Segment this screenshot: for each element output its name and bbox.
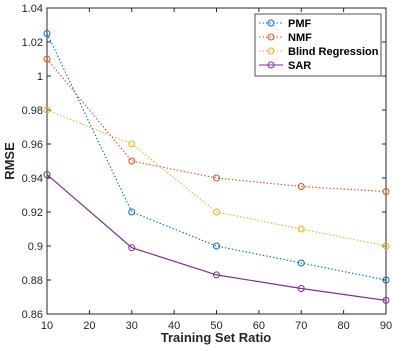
series-line-blind-regression <box>46 109 387 247</box>
y-tick-label: 0.96 <box>22 139 43 151</box>
y-axis: 0.86 0.88 0.9 0.92 0.94 0.96 0.98 1 1.02 1.04 <box>22 3 386 321</box>
data-point-pmf <box>382 276 390 284</box>
data-point-blind-regression <box>128 140 136 148</box>
y-axis-title: RMSE <box>2 142 17 180</box>
y-tick-label: 0.98 <box>22 105 43 117</box>
data-point-pmf <box>43 30 51 37</box>
x-tick-label: 70 <box>295 320 307 332</box>
data-point-sar <box>382 296 390 304</box>
x-tick-label: 60 <box>253 320 265 332</box>
y-tick-label: 1.04 <box>22 3 43 15</box>
y-tick-label: 0.94 <box>22 173 43 185</box>
y-tick-label: 1.02 <box>22 37 43 49</box>
x-axis: 10 20 30 40 50 60 70 80 90 <box>41 8 392 332</box>
series-line-sar <box>46 174 387 301</box>
legend-label-blind-regression: Blind Regression <box>288 46 379 58</box>
data-point-sar <box>213 271 220 279</box>
series-line-nmf <box>46 58 387 193</box>
x-tick-label: 10 <box>41 320 53 332</box>
x-tick-label: 20 <box>83 320 95 332</box>
y-tick-label: 0.86 <box>22 309 43 321</box>
x-tick-label: 90 <box>380 320 392 332</box>
y-tick-label: 0.92 <box>22 207 43 219</box>
y-tick-label: 0.88 <box>22 275 43 287</box>
x-tick-label: 80 <box>338 320 350 332</box>
data-point-nmf <box>382 188 390 196</box>
legend-marker-sar <box>267 61 275 69</box>
data-point-blind-regression <box>43 106 51 114</box>
legend-label-nmf: NMF <box>288 32 312 44</box>
data-point-blind-regression <box>297 225 305 233</box>
legend: PMF NMF Blind Regression SAR <box>254 13 382 77</box>
x-tick-label: 40 <box>168 320 180 332</box>
x-tick-label: 50 <box>210 320 222 332</box>
data-point-nmf <box>297 183 305 190</box>
data-point-nmf <box>43 55 51 63</box>
legend-marker-blind-regression <box>267 47 275 55</box>
data-point-pmf <box>213 242 220 250</box>
data-point-sar <box>43 171 51 179</box>
data-point-pmf <box>128 208 136 216</box>
series-layer <box>43 30 390 304</box>
data-point-pmf <box>297 259 305 267</box>
y-tick-label: 1 <box>37 71 43 83</box>
data-point-sar <box>297 285 305 292</box>
data-point-nmf <box>213 174 220 182</box>
legend-marker-pmf <box>267 19 275 27</box>
y-tick-label: 0.9 <box>28 241 43 253</box>
legend-box <box>254 13 382 77</box>
legend-label-pmf: PMF <box>288 18 312 30</box>
data-point-blind-regression <box>213 208 220 216</box>
data-point-sar <box>128 244 136 252</box>
legend-marker-nmf <box>267 33 275 41</box>
data-point-nmf <box>128 157 136 165</box>
data-point-blind-regression <box>382 242 390 250</box>
legend-label-sar: SAR <box>288 60 311 72</box>
x-axis-title: Training Set Ratio <box>161 330 272 345</box>
x-tick-label: 30 <box>126 320 138 332</box>
